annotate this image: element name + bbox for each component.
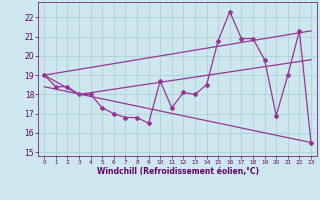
X-axis label: Windchill (Refroidissement éolien,°C): Windchill (Refroidissement éolien,°C) [97, 167, 259, 176]
